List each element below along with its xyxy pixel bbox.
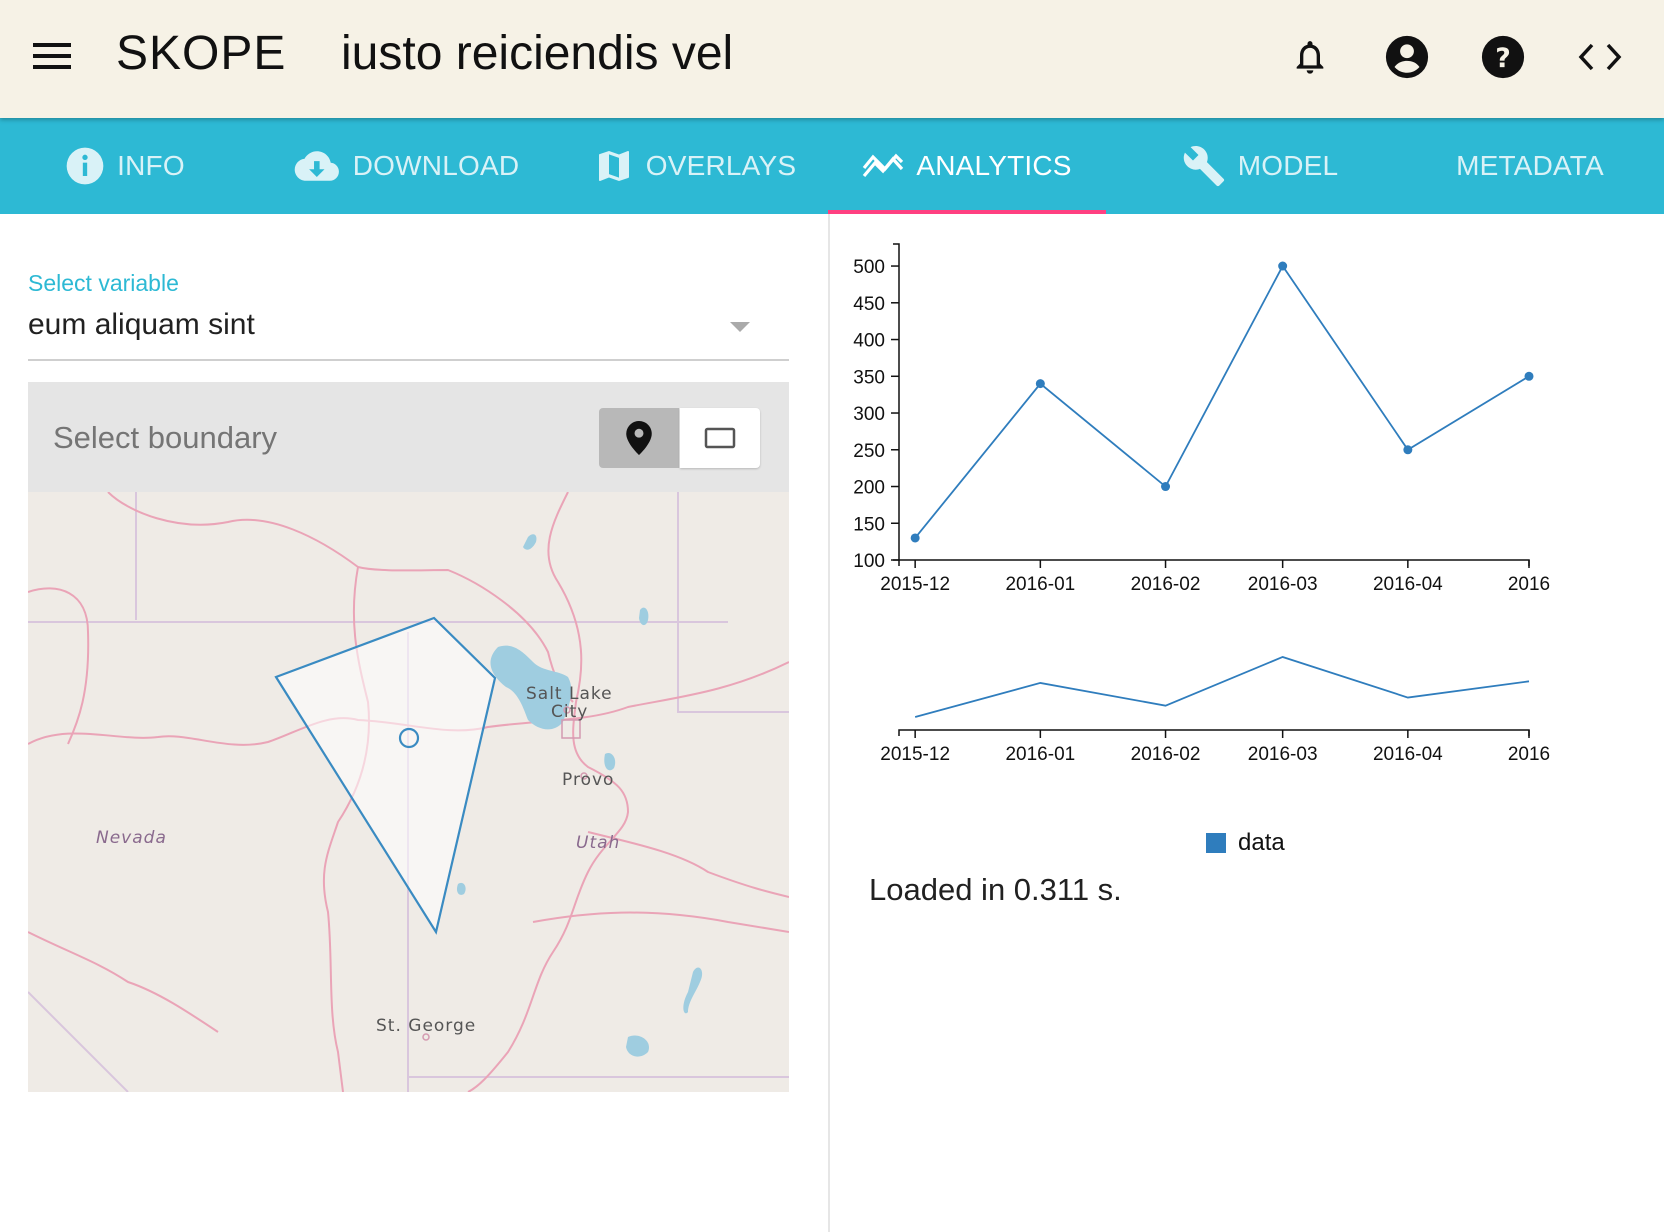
y-tick-label: 100 [853, 551, 885, 572]
panel-divider [828, 214, 830, 1232]
x-tick-label: 2016-03 [1248, 574, 1318, 595]
tab-label: ANALYTICS [916, 150, 1072, 181]
x-tick-label: 2016-04 [1373, 574, 1443, 595]
variable-select[interactable]: eum aliquam sint [28, 308, 255, 341]
x-tick-label: 2016-04 [1373, 744, 1443, 765]
tab-model[interactable]: MODEL [1160, 118, 1360, 214]
bell-icon[interactable] [1284, 31, 1336, 83]
data-point [1035, 379, 1045, 389]
map-label-utah: Utah [576, 833, 621, 853]
legend-label: data [1238, 829, 1285, 856]
x-tick-label: 2016-01 [1005, 574, 1075, 595]
x-tick-label: 2016-02 [1131, 574, 1201, 595]
rectangle-tool-button[interactable] [680, 408, 760, 468]
x-tick-label: 2015-12 [880, 744, 950, 765]
polygon-centroid-marker[interactable] [398, 727, 420, 749]
tab-label: INFO [117, 150, 185, 181]
data-point [1161, 482, 1171, 492]
select-underline [28, 359, 789, 361]
y-tick-label: 300 [853, 404, 885, 425]
dropdown-arrow-icon[interactable] [730, 322, 750, 332]
tab-label: OVERLAYS [645, 150, 797, 181]
cloud-download-icon [291, 148, 341, 184]
tab-label: METADATA [1456, 150, 1604, 181]
tab-info[interactable]: INFO [0, 118, 250, 214]
tab-download[interactable]: DOWNLOAD [275, 118, 535, 214]
x-tick-label: 2016-01 [1005, 744, 1075, 765]
map-icon [594, 146, 634, 186]
load-time-status: Loaded in 0.311 s. [869, 872, 1122, 907]
data-point [1278, 261, 1288, 271]
tab-bar: INFO DOWNLOAD OVERLAYS ANALYTICS MODEL M… [0, 118, 1664, 214]
y-tick-label: 200 [853, 478, 885, 499]
svg-text:?: ? [1495, 43, 1511, 74]
y-tick-label: 450 [853, 294, 885, 315]
legend-swatch [1206, 833, 1226, 853]
tab-metadata[interactable]: METADATA [1410, 118, 1650, 214]
data-point [1524, 371, 1534, 381]
x-tick-label: 2016 [1508, 574, 1550, 595]
dataset-title: iusto reiciendis vel [341, 27, 734, 80]
map-label-salt-lake: Salt Lake [526, 684, 613, 704]
rectangle-icon [704, 427, 736, 449]
marker-tool-button[interactable] [599, 408, 679, 468]
info-icon [65, 146, 105, 186]
x-axis-line [898, 559, 1530, 566]
y-tick-label: 400 [853, 331, 885, 352]
marker-icon [626, 421, 652, 455]
chart-panel-1: 2015-12 2016-01 2016-02 2016-03 2016-04 2016 [880, 656, 1550, 765]
selection-polygon[interactable] [274, 616, 497, 935]
x-tick-label: 2016-02 [1131, 744, 1201, 765]
tab-overlays[interactable]: OVERLAYS [575, 118, 815, 214]
left-panel: Select variable eum aliquam sint Select … [0, 214, 828, 1232]
menu-icon[interactable] [30, 39, 74, 79]
code-icon[interactable] [1574, 31, 1626, 83]
series-line-data [914, 264, 1530, 539]
wrench-icon [1182, 144, 1226, 188]
y-tick-label: 250 [853, 441, 885, 462]
map-label-st-george: St. George [376, 1016, 477, 1036]
map-label-city: City [551, 702, 589, 722]
tab-label: DOWNLOAD [352, 150, 520, 181]
help-icon[interactable]: ? [1477, 31, 1529, 83]
tab-analytics[interactable]: ANALYTICS [828, 118, 1106, 214]
tab-label: MODEL [1237, 150, 1339, 181]
data-point [910, 533, 920, 543]
app-brand[interactable]: SKOPE [116, 27, 287, 80]
account-icon[interactable] [1381, 31, 1433, 83]
select-boundary-label: Select boundary [53, 420, 278, 455]
y-axis-line [893, 243, 900, 561]
select-variable-label: Select variable [28, 270, 179, 296]
series-line-data [914, 656, 1530, 718]
x-tick-label: 2016-03 [1248, 744, 1318, 765]
chart-panel-0: 2015-12 2016-01 2016-02 2016-03 2016-04 2016 1… [853, 243, 1550, 595]
analytics-chart[interactable]: 2015-12 2016-01 2016-02 2016-03 2016-04 2016 1… [830, 214, 1664, 854]
map-label-nevada: Nevada [96, 828, 167, 848]
app-bar: SKOPE iusto reiciendis vel ? [0, 0, 1664, 118]
map-view[interactable]: Salt Lake City Provo Utah Nevada St. Geo… [28, 492, 789, 1092]
x-tick-label: 2015-12 [880, 574, 950, 595]
y-tick-label: 350 [853, 367, 885, 388]
y-tick-label: 150 [853, 514, 885, 535]
data-point [1403, 445, 1413, 455]
trending-icon [862, 151, 904, 181]
x-tick-label: 2016 [1508, 744, 1550, 765]
map-label-provo: Provo [562, 770, 615, 790]
boundary-toolbar: Select boundary [28, 382, 789, 492]
y-tick-label: 500 [853, 257, 885, 278]
map-canvas[interactable] [28, 492, 789, 1092]
x-axis-line [898, 729, 1530, 736]
